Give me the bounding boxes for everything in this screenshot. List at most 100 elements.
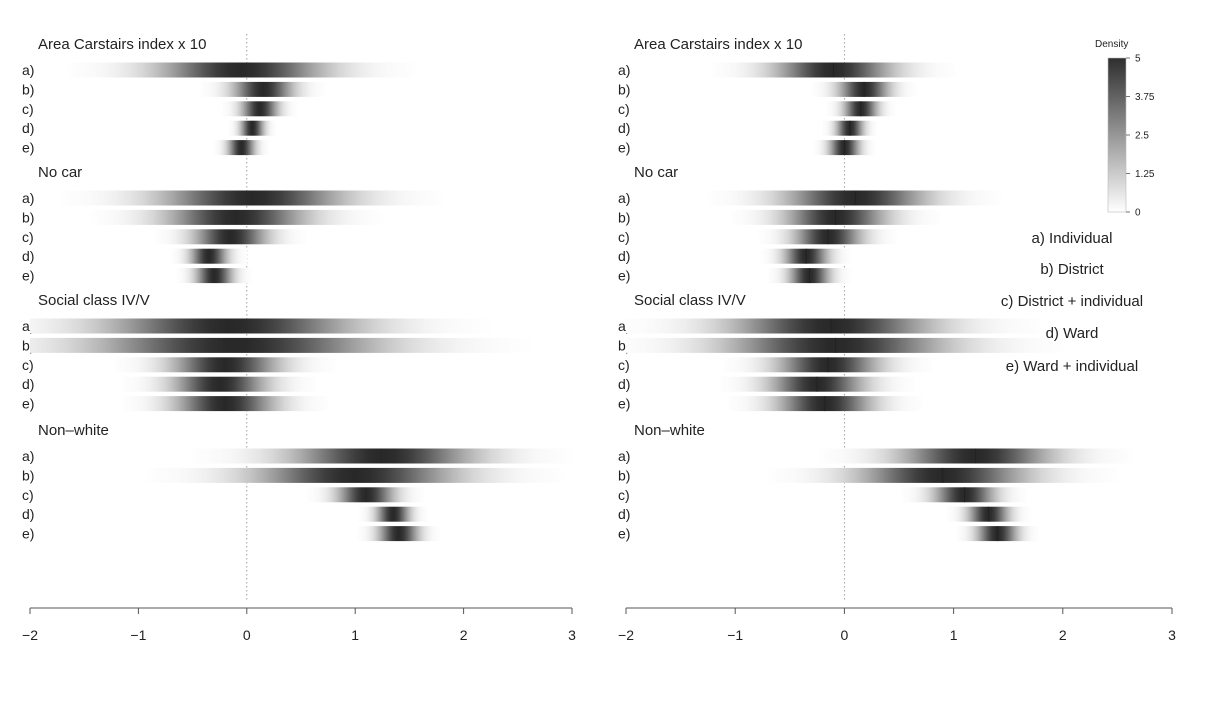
- key-entry: d) Ward: [1046, 325, 1099, 342]
- strip-group: Social class IV/Va)b)c)d)e): [618, 292, 1063, 412]
- density-strip: [90, 209, 382, 225]
- row-label: b): [22, 209, 34, 225]
- x-tick-label: 0: [243, 627, 251, 643]
- key-entry: e) Ward + individual: [1006, 358, 1138, 375]
- group-title: Social class IV/V: [38, 292, 150, 309]
- density-strip: [147, 467, 564, 483]
- density-strip: [626, 318, 1041, 334]
- row-label: a): [22, 62, 34, 78]
- key-entry: a) Individual: [1032, 230, 1113, 247]
- row-label: a): [618, 190, 630, 206]
- density-strip: [200, 81, 326, 97]
- row-label: c): [22, 229, 34, 245]
- strip-group: Social class IV/Va)b)c)d)e): [22, 292, 531, 412]
- density-strip: [213, 140, 270, 156]
- row-label: d): [618, 248, 630, 264]
- density-strip: [154, 229, 307, 245]
- row-label: c): [22, 357, 34, 373]
- model-key: a) Individual b) District c) District + in…: [1001, 230, 1143, 375]
- row-label: e): [618, 396, 630, 412]
- x-axis: −2 −1 0 1 2 3: [618, 607, 1176, 643]
- density-strip: [626, 337, 1063, 353]
- x-tick-label: −2: [618, 627, 634, 643]
- row-label: d): [22, 248, 34, 264]
- density-strip: [356, 526, 441, 542]
- group-title: Social class IV/V: [634, 292, 746, 309]
- row-label: b): [618, 467, 630, 483]
- row-label: e): [22, 396, 34, 412]
- strip-group: Area Carstairs index x 10a) b) c) d) e): [22, 36, 415, 156]
- row-label: d): [618, 120, 630, 136]
- group-title: Area Carstairs index x 10: [634, 36, 802, 53]
- group-title: Area Carstairs index x 10: [38, 36, 206, 53]
- group-title: No car: [634, 164, 678, 181]
- colorbar-tick-label: 0: [1135, 208, 1141, 219]
- colorbar-tick-label: 1.25: [1135, 169, 1155, 180]
- panel-right: Area Carstairs index x 10a)b)c)d)e)No ca…: [618, 34, 1176, 643]
- x-tick-label: 0: [841, 627, 849, 643]
- x-tick-label: 3: [568, 627, 576, 643]
- density-strip: [221, 101, 298, 117]
- strip-group: Area Carstairs index x 10a) b) c) d) e): [618, 36, 956, 156]
- row-label: c): [22, 101, 34, 117]
- row-label: c): [618, 101, 630, 117]
- x-tick-label: −1: [727, 627, 743, 643]
- x-axis: −2 −1 0 1 2 3: [22, 607, 576, 643]
- row-label: c): [618, 487, 630, 503]
- colorbar-tick-label: 5: [1135, 54, 1141, 65]
- density-strip: [191, 448, 573, 464]
- row-label: a): [22, 448, 34, 464]
- row-label: d): [618, 506, 630, 522]
- density-strip: [227, 120, 277, 136]
- row-label: d): [618, 376, 630, 392]
- row-label: e): [22, 140, 34, 156]
- x-tick-label: 1: [950, 627, 958, 643]
- row-label: e): [618, 268, 630, 284]
- x-tick-label: 1: [351, 627, 359, 643]
- row-label: b): [22, 467, 34, 483]
- row-label: d): [22, 120, 34, 136]
- row-label: e): [22, 526, 34, 542]
- row-label: d): [22, 506, 34, 522]
- row-label: c): [22, 487, 34, 503]
- colorbar-title: Density: [1095, 39, 1128, 50]
- density-strip: [30, 337, 531, 353]
- density-strip: [30, 318, 491, 334]
- density-strip: [170, 248, 248, 264]
- row-label: a): [618, 62, 630, 78]
- density-strip: [358, 506, 428, 522]
- row-label: d): [22, 376, 34, 392]
- row-label: e): [618, 526, 630, 542]
- row-label: c): [618, 229, 630, 245]
- key-entry: c) District + individual: [1001, 293, 1143, 310]
- colorbar-scale: [1107, 57, 1127, 213]
- density-strip: [61, 190, 444, 206]
- row-label: a): [22, 190, 34, 206]
- density-colorbar: Density 5 3.75 2.5 1.25 0: [1095, 39, 1155, 219]
- group-title: Non–white: [38, 422, 109, 439]
- key-entry: b) District: [1040, 261, 1104, 278]
- density-strip: [307, 487, 426, 503]
- group-title: No car: [38, 164, 82, 181]
- density-strip: [121, 396, 330, 412]
- x-tick-label: −1: [130, 627, 146, 643]
- row-label: b): [618, 209, 630, 225]
- row-label: b): [618, 81, 630, 97]
- x-tick-label: 3: [1168, 627, 1176, 643]
- row-label: a): [618, 448, 630, 464]
- density-strip: [176, 268, 253, 284]
- density-strip: [67, 62, 415, 78]
- density-strip: [114, 357, 337, 373]
- x-tick-label: 2: [460, 627, 468, 643]
- row-label: c): [618, 357, 630, 373]
- row-label: b): [22, 81, 34, 97]
- row-label: e): [22, 268, 34, 284]
- x-tick-label: 2: [1059, 627, 1067, 643]
- group-title: Non–white: [634, 422, 705, 439]
- colorbar-tick-label: 3.75: [1135, 92, 1155, 103]
